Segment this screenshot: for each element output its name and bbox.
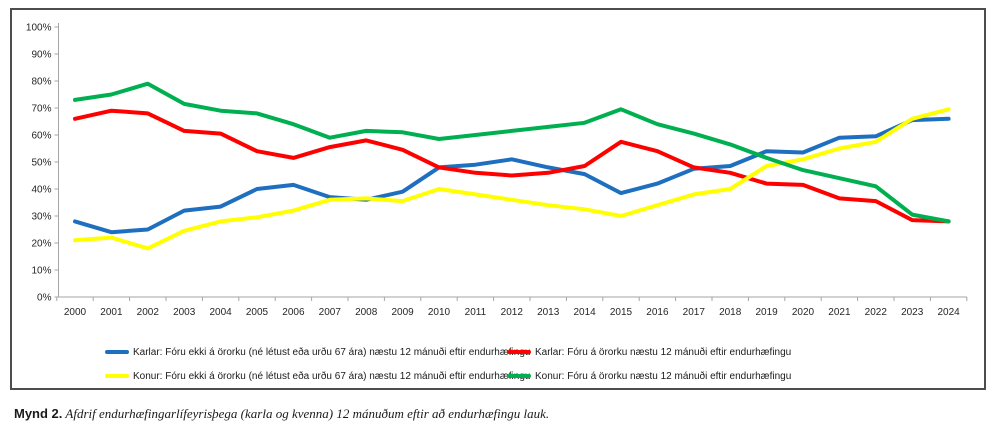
- series-line-1: [73, 108, 951, 224]
- y-tick-label: 40%: [31, 185, 51, 196]
- x-tick-label: 2021: [828, 307, 851, 318]
- y-tick-label: 60%: [31, 131, 51, 142]
- axes: 0% 10% 20% 30% 40% 50% 60% 70% 80% 90% 100% 2000 200…: [26, 23, 968, 318]
- x-tick-label: 2000: [64, 307, 87, 318]
- x-tick-label: 2016: [646, 307, 669, 318]
- series-line-3: [73, 81, 951, 224]
- x-tick-label: 2006: [282, 307, 305, 318]
- x-tick-label: 2005: [246, 307, 269, 318]
- x-tick-label: 2002: [137, 307, 160, 318]
- figure-caption: Mynd 2. Afdrif endurhæfingarlífeyrisþega…: [14, 406, 549, 422]
- legend-item-3: Konur: Fóru á örorku næstu 12 mánuði eft…: [507, 371, 791, 382]
- caption-label: Mynd 2.: [14, 406, 63, 421]
- x-tick-label: 2012: [501, 307, 524, 318]
- x-tick-label: 2007: [319, 307, 342, 318]
- x-tick-label: 2018: [719, 307, 742, 318]
- y-tick-label: 10%: [31, 266, 51, 277]
- legend-swatch-icon: [507, 350, 531, 354]
- x-tick-label: 2008: [355, 307, 378, 318]
- legend-label: Karlar: Fóru ekki á örorku (né létust eð…: [133, 346, 531, 358]
- y-tick-label: 30%: [31, 212, 51, 223]
- x-tick-label: 2023: [901, 307, 924, 318]
- series-line-0: [73, 116, 951, 235]
- x-tick-label: 2004: [209, 307, 232, 318]
- y-tick-label: 50%: [31, 158, 51, 169]
- y-tick-label: 80%: [31, 77, 51, 88]
- x-tick-label: 2022: [865, 307, 888, 318]
- x-tick-label: 2015: [610, 307, 633, 318]
- y-tick-label: 90%: [31, 50, 51, 61]
- chart-frame: 0% 10% 20% 30% 40% 50% 60% 70% 80% 90% 100% 2000 200…: [10, 8, 986, 390]
- legend-item-1: Karlar: Fóru á örorku næstu 12 mánuði ef…: [507, 347, 791, 358]
- y-tick-label: 70%: [31, 104, 51, 115]
- x-tick-label: 2010: [428, 307, 451, 318]
- x-tick-label: 2019: [755, 307, 778, 318]
- series-line-2: [73, 107, 951, 251]
- legend-swatch-icon: [105, 374, 129, 378]
- chart-svg: 0% 10% 20% 30% 40% 50% 60% 70% 80% 90% 100% 2000 200…: [26, 23, 968, 318]
- x-tick-label: 2009: [391, 307, 414, 318]
- y-tick-label: 0%: [37, 293, 52, 304]
- legend-label: Konur: Fóru ekki á örorku (né létust eða…: [133, 370, 531, 382]
- x-tick-label: 2014: [573, 307, 596, 318]
- y-tick-label: 100%: [26, 23, 52, 34]
- x-tick-label: 2013: [537, 307, 560, 318]
- x-tick-label: 2024: [937, 307, 960, 318]
- x-tick-label: 2001: [100, 307, 123, 318]
- legend-label: Konur: Fóru á örorku næstu 12 mánuði eft…: [535, 370, 792, 382]
- x-tick-label: 2017: [683, 307, 706, 318]
- legend-swatch-icon: [507, 374, 531, 378]
- x-tick-label: 2011: [465, 307, 487, 318]
- x-tick-label: 2003: [173, 307, 196, 318]
- caption-text: Afdrif endurhæfingarlífeyrisþega (karla …: [62, 406, 550, 421]
- legend-item-2: Konur: Fóru ekki á örorku (né létust eða…: [105, 371, 530, 382]
- legend-swatch-icon: [105, 350, 129, 354]
- legend-item-0: Karlar: Fóru ekki á örorku (né létust eð…: [105, 347, 530, 358]
- x-tick-label: 2020: [792, 307, 815, 318]
- y-tick-label: 20%: [31, 239, 51, 250]
- chart-legend: Karlar: Fóru ekki á örorku (né létust eð…: [105, 340, 791, 388]
- legend-label: Karlar: Fóru á örorku næstu 12 mánuði ef…: [535, 346, 792, 358]
